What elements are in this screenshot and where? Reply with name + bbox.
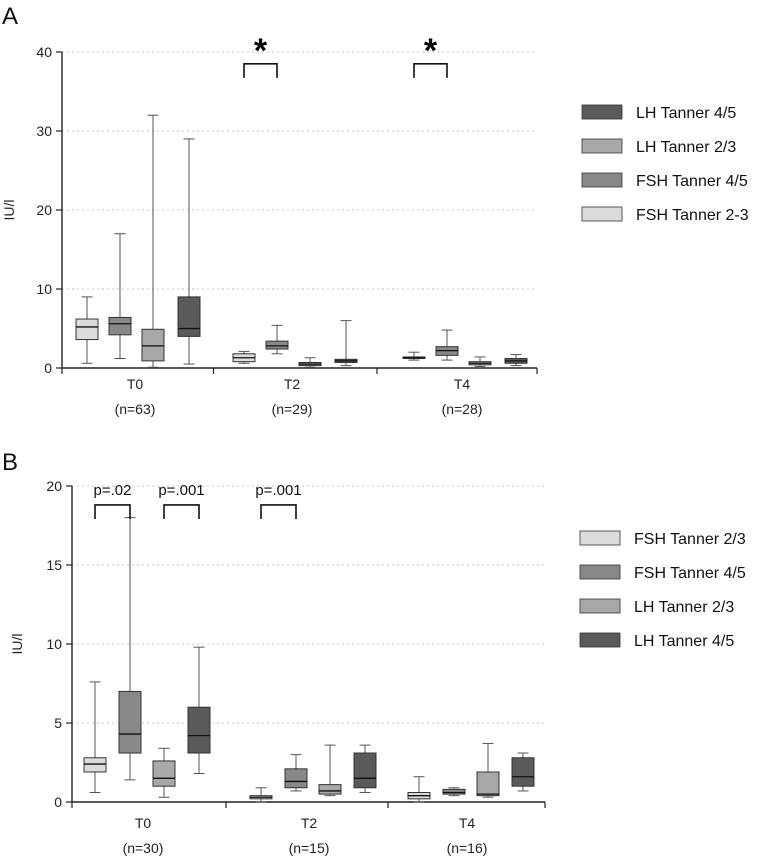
x-category-label: T0	[135, 815, 152, 831]
y-tick-label: 15	[46, 557, 62, 573]
x-category-n-label: (n=28)	[442, 401, 483, 417]
box-1-0	[118, 517, 142, 781]
box-3-1	[353, 744, 377, 794]
box-3-2	[511, 752, 535, 792]
box-0-2	[402, 351, 426, 361]
box-body	[187, 706, 211, 754]
legend-swatch	[581, 172, 623, 188]
box-3-0	[187, 646, 211, 775]
x-category-label: T2	[301, 815, 318, 831]
y-tick-label: 40	[36, 44, 52, 60]
legend-swatch	[579, 564, 621, 580]
y-tick-label: 10	[36, 281, 52, 297]
box-0-1	[249, 787, 273, 803]
y-tick-label: 30	[36, 123, 52, 139]
box-body	[118, 690, 142, 754]
x-category-n-label: (n=16)	[447, 840, 488, 856]
box-2-2	[468, 356, 492, 367]
box-body	[265, 340, 289, 350]
box-1-1	[265, 324, 289, 355]
x-category-label: T2	[284, 376, 301, 392]
significance-bracket	[94, 504, 131, 519]
box-0-2	[407, 776, 431, 803]
significance-label: p=.001	[255, 482, 301, 499]
box-1-2	[435, 329, 459, 361]
box-3-0	[177, 138, 201, 365]
box-1-2	[442, 787, 466, 797]
legend-swatch	[581, 206, 623, 222]
legend-label: LH Tanner 4/5	[636, 105, 736, 122]
chart-panel-a: A 0 10 20 30 40 IU/l T0 (n=63) T2 (n=29) T4 (n=28) * *…	[1, 3, 749, 417]
box-0-0	[83, 681, 107, 794]
box-1-0	[108, 233, 132, 360]
box-2-1	[298, 357, 322, 368]
legend-swatch	[579, 632, 621, 648]
panel-label: A	[2, 3, 18, 30]
y-tick-label: 10	[46, 636, 62, 652]
box-2-0	[141, 114, 165, 368]
y-axis-title: IU/l	[1, 200, 17, 221]
legend-label: LH Tanner 4/5	[634, 633, 734, 650]
legend: FSH Tanner 2/3 FSH Tanner 4/5 LH Tanner 2/…	[579, 530, 746, 650]
significance-label: *	[424, 32, 438, 70]
legend-label: LH Tanner 2/3	[634, 599, 734, 616]
y-tick-label: 20	[36, 202, 52, 218]
box-body	[442, 788, 466, 795]
x-category-label: T0	[127, 376, 144, 392]
box-0-1	[232, 350, 256, 364]
box-body	[83, 757, 107, 773]
x-category-n-label: (n=15)	[289, 840, 330, 856]
chart-panel-b: B 0 5 10 15 20 IU/l T0 (n=30) T2 (n=15) T4 (n=16) p=.…	[2, 449, 746, 856]
box-2-1	[318, 744, 342, 797]
significance-bracket	[163, 504, 200, 519]
box-body	[476, 771, 500, 797]
box-2-2	[476, 743, 500, 798]
significance-bracket	[260, 504, 297, 519]
box-body	[284, 768, 308, 789]
significance-bracket	[413, 63, 448, 78]
x-category-n-label: (n=30)	[123, 840, 164, 856]
legend-swatch	[581, 104, 623, 120]
y-tick-label: 20	[46, 478, 62, 494]
x-category-label: T4	[459, 815, 476, 831]
y-axis-title: IU/l	[9, 634, 25, 655]
box-body	[152, 760, 176, 787]
legend-swatch	[579, 598, 621, 614]
legend: LH Tanner 4/5 LH Tanner 2/3 FSH Tanner 4/5…	[581, 104, 749, 224]
y-tick-label: 5	[54, 715, 62, 731]
panel-label: B	[2, 449, 18, 476]
box-body	[511, 757, 535, 787]
legend-swatch	[579, 530, 621, 546]
box-1-1	[284, 754, 308, 792]
legend-label: FSH Tanner 4/5	[636, 173, 748, 190]
x-category-n-label: (n=29)	[272, 401, 313, 417]
box-body	[75, 318, 99, 341]
box-2-0	[152, 747, 176, 798]
x-category-label: T4	[454, 376, 471, 392]
legend-swatch	[581, 138, 623, 154]
x-category-n-label: (n=63)	[115, 401, 156, 417]
legend-label: LH Tanner 2/3	[636, 139, 736, 156]
box-3-2	[504, 354, 528, 367]
legend-label: FSH Tanner 2/3	[634, 531, 746, 548]
box-body	[108, 316, 132, 336]
box-body	[353, 752, 377, 789]
legend-label: FSH Tanner 2-3	[636, 207, 749, 224]
significance-label: p=.02	[94, 482, 132, 499]
box-body	[177, 296, 201, 337]
significance-label: p=.001	[158, 482, 204, 499]
y-tick-label: 0	[44, 360, 52, 376]
legend-label: FSH Tanner 4/5	[634, 565, 746, 582]
y-tick-label: 0	[54, 794, 62, 810]
significance-bracket	[243, 63, 278, 78]
box-body	[318, 784, 342, 795]
box-body	[141, 328, 165, 362]
box-3-1	[334, 320, 358, 367]
box-0-0	[75, 296, 99, 364]
significance-label: *	[254, 32, 268, 70]
